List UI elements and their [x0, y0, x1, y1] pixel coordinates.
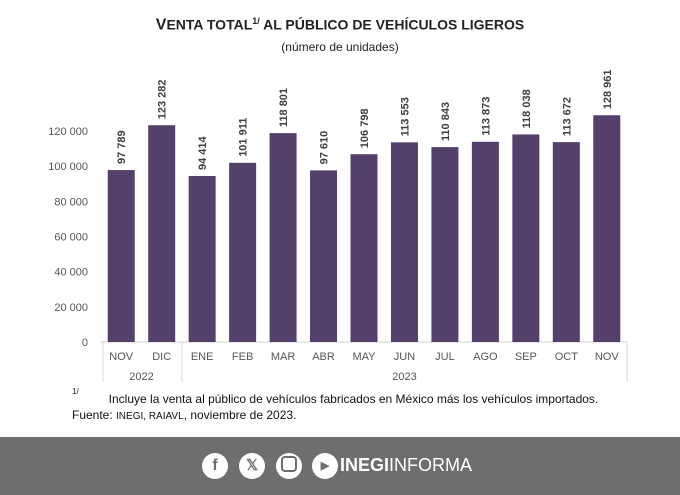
data-label: 106 798 — [359, 108, 371, 148]
data-label: 97 610 — [319, 131, 331, 165]
inegi-informa-logo: INEGIINFORMA — [340, 455, 473, 475]
chart-title: VENTA TOTAL1/ AL PÚBLICO DE VEHÍCULOS LI… — [155, 16, 525, 34]
x-tick-label: MAR — [271, 351, 296, 363]
bar — [431, 147, 459, 342]
data-label: 101 911 — [238, 118, 250, 157]
y-tick-label: 120 000 — [48, 126, 88, 138]
y-tick-label: 40 000 — [54, 267, 88, 279]
x-icon[interactable]: 𝕏 — [239, 453, 265, 479]
data-label: 113 672 — [561, 97, 573, 136]
data-label: 123 282 — [157, 79, 169, 119]
x-tick-label: JUL — [435, 351, 455, 363]
group-label: 2023 — [392, 371, 416, 383]
y-tick-label: 80 000 — [54, 196, 88, 208]
bar — [471, 141, 499, 342]
footer-bar: f 𝕏 ▶ INEGIINFORMA — [0, 437, 680, 495]
bar-chart: 0 20 000 40 000 60 000 80 000 100 000 120 000 9… — [48, 69, 628, 383]
data-label: 110 843 — [440, 102, 452, 141]
bar — [107, 170, 135, 342]
x-tick-label: JUN — [394, 351, 415, 363]
bar — [269, 133, 297, 342]
bar — [310, 170, 338, 342]
data-label: 113 553 — [399, 97, 411, 136]
y-tick-label: 100 000 — [48, 161, 88, 173]
instagram-icon[interactable] — [276, 453, 302, 479]
x-tick-label: SEP — [515, 351, 537, 363]
x-tick-label: MAY — [352, 351, 376, 363]
bar — [512, 134, 540, 342]
bar — [350, 154, 378, 342]
x-tick-label: AGO — [473, 351, 498, 363]
x-tick-label: ABR — [312, 351, 335, 363]
x-tick-label: NOV — [109, 351, 134, 363]
chart-subtitle: (número de unidades) — [281, 40, 399, 54]
y-tick-label: 0 — [82, 337, 88, 349]
x-tick-label: FEB — [232, 351, 253, 363]
bar — [552, 142, 580, 342]
source-note: Fuente: INEGI, RAIAVL, noviembre de 2023… — [72, 408, 297, 422]
data-label: 118 801 — [278, 88, 290, 127]
data-label: 128 961 — [602, 69, 614, 109]
data-label: 97 789 — [116, 130, 128, 164]
y-tick-label: 60 000 — [54, 232, 88, 244]
data-label: 118 038 — [521, 89, 533, 128]
x-tick-label: NOV — [595, 351, 620, 363]
footnote: 1/Incluye la venta al público de vehícul… — [72, 387, 599, 406]
x-tick-label: ENE — [191, 351, 214, 363]
x-tick-label: OCT — [555, 351, 579, 363]
facebook-icon[interactable]: f — [202, 453, 228, 479]
bar — [229, 162, 257, 342]
data-label: 94 414 — [197, 135, 209, 170]
data-label: 113 873 — [480, 97, 492, 136]
y-tick-label: 20 000 — [54, 302, 88, 314]
youtube-icon[interactable]: ▶ — [312, 453, 338, 479]
group-label: 2022 — [129, 371, 153, 383]
bar — [390, 142, 418, 342]
bar — [188, 175, 216, 342]
x-tick-label: DIC — [152, 351, 171, 363]
bar — [593, 115, 621, 342]
bar — [148, 125, 176, 342]
